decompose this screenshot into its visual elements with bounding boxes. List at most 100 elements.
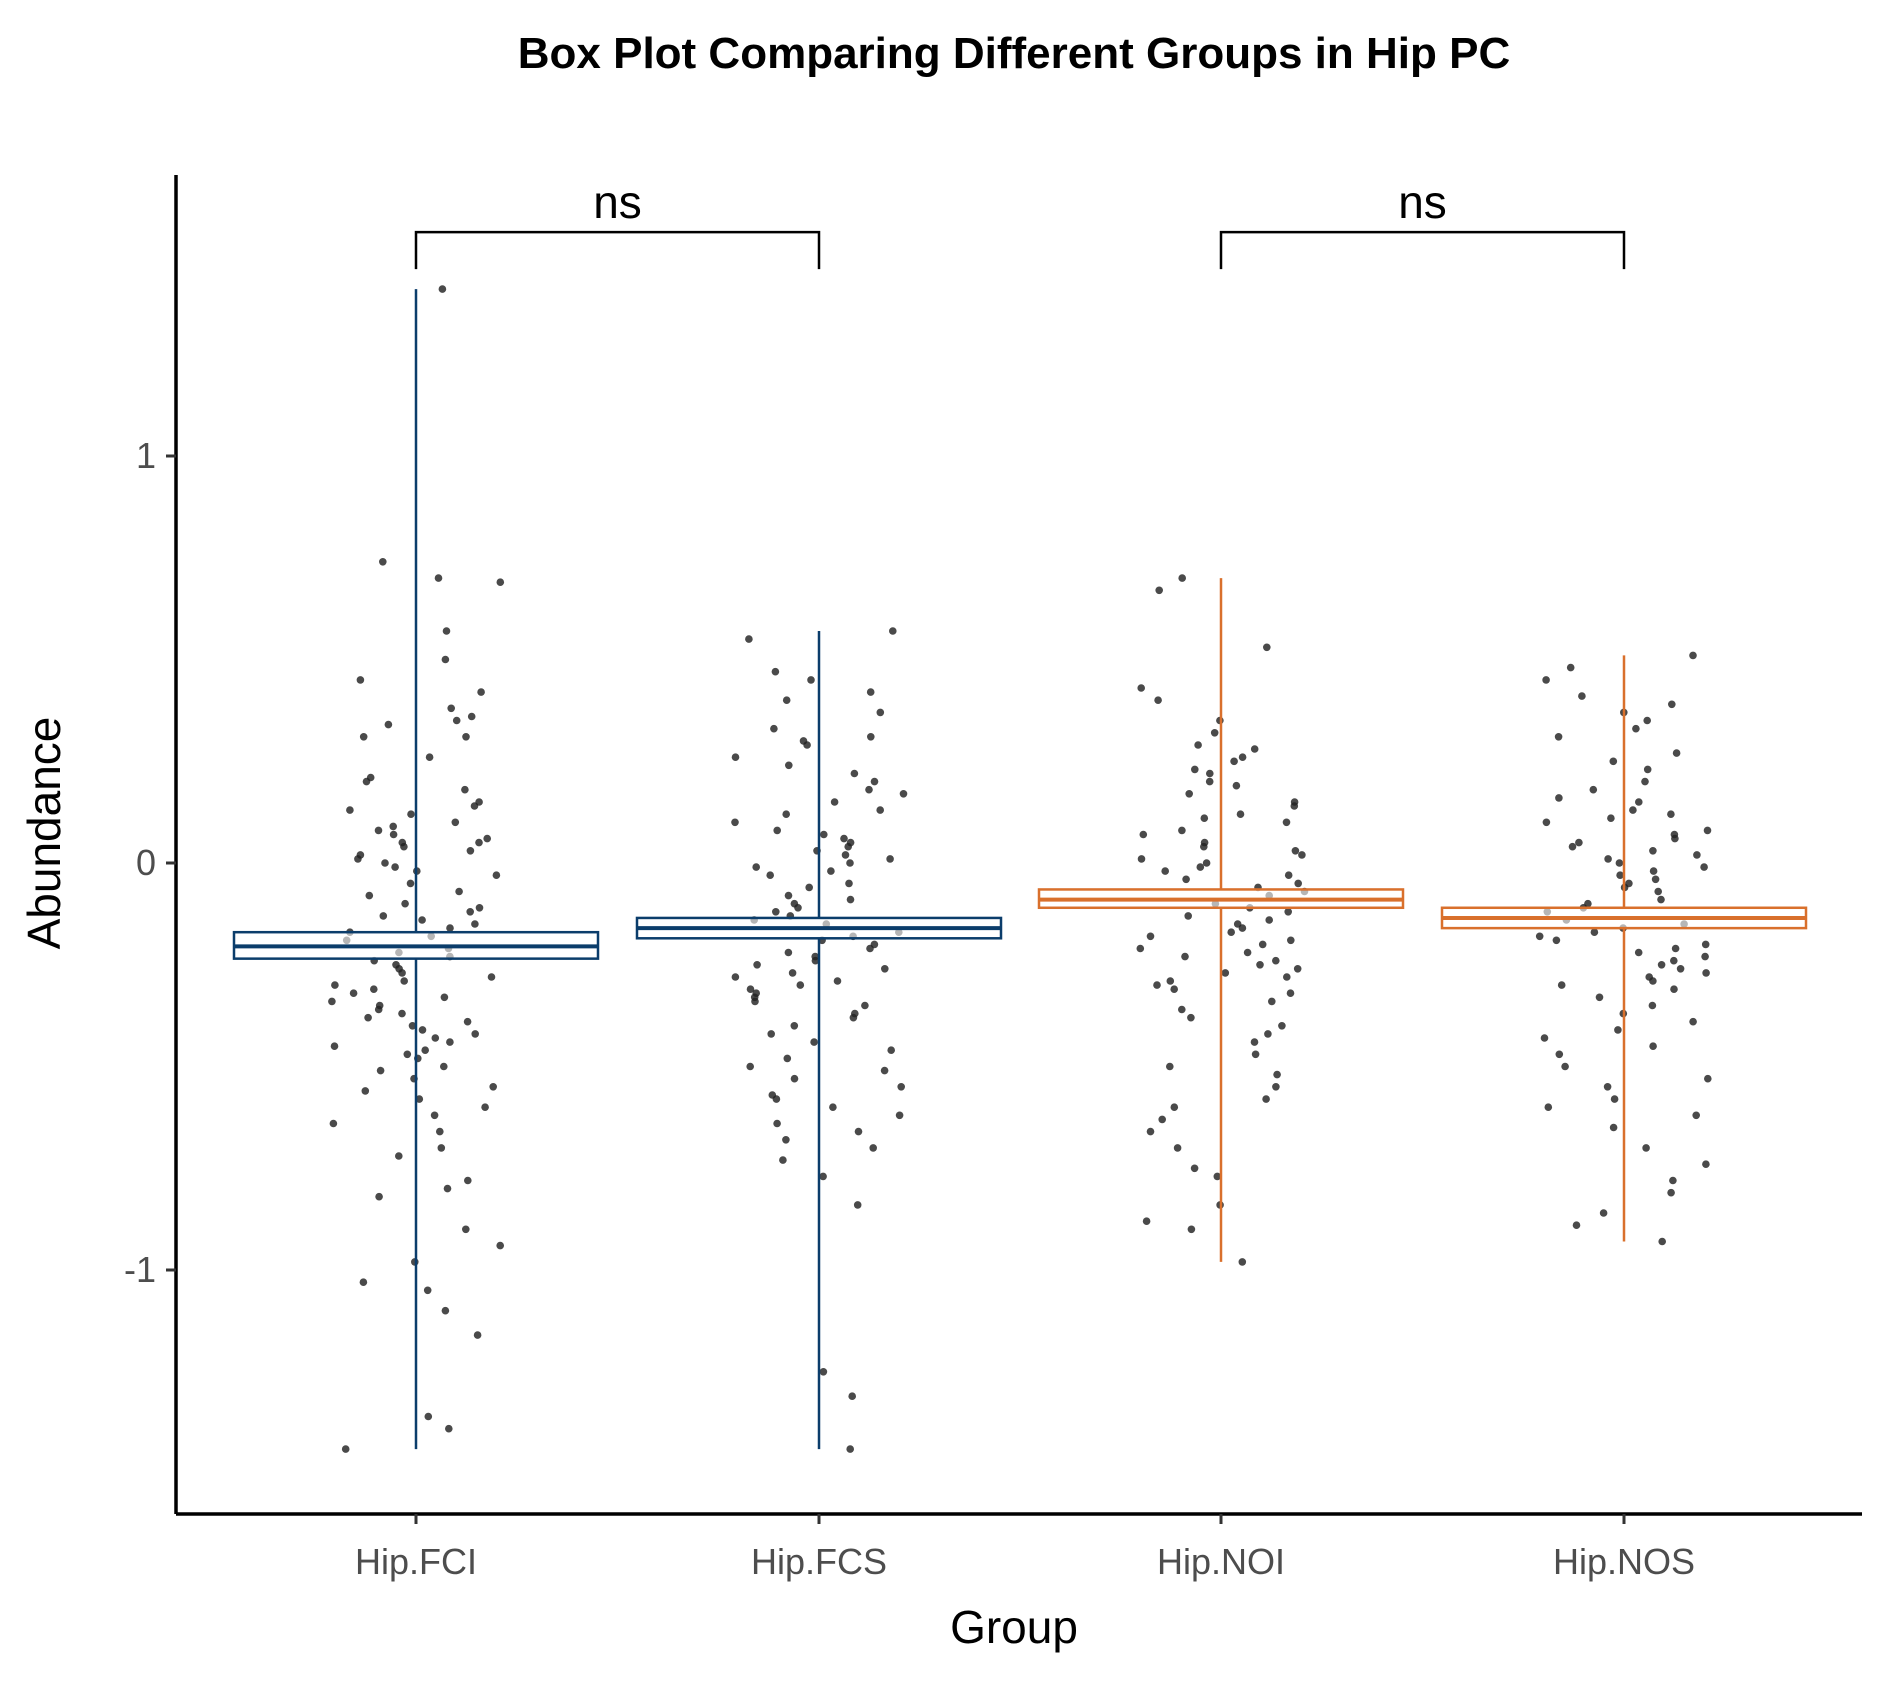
data-point bbox=[1137, 684, 1145, 692]
data-point bbox=[1221, 969, 1230, 977]
data-point bbox=[782, 810, 790, 818]
data-point bbox=[869, 1144, 877, 1152]
data-point bbox=[1572, 1221, 1581, 1229]
data-point bbox=[731, 818, 739, 827]
data-point bbox=[876, 708, 885, 717]
x-tick-label: Hip.NOS bbox=[1553, 1541, 1695, 1582]
data-point bbox=[1535, 932, 1544, 941]
data-point bbox=[1258, 940, 1267, 949]
data-point bbox=[418, 916, 426, 924]
data-point bbox=[811, 956, 820, 965]
data-point bbox=[1651, 875, 1660, 884]
data-point bbox=[1238, 753, 1247, 761]
data-point bbox=[1136, 944, 1145, 953]
data-point bbox=[1232, 781, 1241, 790]
data-point bbox=[1287, 936, 1295, 945]
data-point bbox=[470, 802, 479, 810]
data-point bbox=[1139, 830, 1148, 839]
data-point bbox=[431, 1034, 440, 1042]
data-point bbox=[364, 1013, 372, 1022]
data-point bbox=[899, 790, 908, 798]
data-point bbox=[447, 704, 456, 713]
data-point bbox=[1202, 859, 1211, 867]
data-point bbox=[1238, 924, 1247, 932]
data-point bbox=[446, 924, 454, 932]
data-point bbox=[854, 1127, 863, 1136]
data-point bbox=[1704, 1074, 1712, 1083]
data-point bbox=[1701, 952, 1709, 961]
data-point bbox=[1185, 790, 1193, 798]
data-point bbox=[403, 1050, 412, 1059]
data-point bbox=[1272, 956, 1280, 965]
data-point bbox=[442, 627, 451, 635]
data-point bbox=[833, 977, 842, 985]
data-point bbox=[1578, 692, 1586, 700]
data-point bbox=[819, 1172, 827, 1181]
data-point bbox=[384, 720, 393, 729]
data-point bbox=[406, 879, 415, 888]
data-point bbox=[496, 578, 505, 586]
data-point bbox=[445, 1424, 453, 1433]
x-tick-label: Hip.FCI bbox=[355, 1541, 477, 1582]
data-point bbox=[462, 1225, 470, 1234]
data-point bbox=[1294, 879, 1302, 888]
data-point bbox=[1273, 1070, 1281, 1079]
data-point bbox=[1170, 1103, 1179, 1111]
data-point bbox=[354, 855, 362, 863]
data-point bbox=[389, 830, 398, 839]
data-point bbox=[421, 1046, 430, 1054]
data-point bbox=[463, 1017, 472, 1026]
data-point bbox=[452, 716, 461, 725]
data-point bbox=[1643, 716, 1651, 725]
data-point bbox=[829, 1103, 837, 1111]
data-point bbox=[803, 741, 811, 749]
data-point bbox=[1657, 961, 1666, 969]
data-point bbox=[766, 871, 774, 879]
data-point bbox=[398, 969, 406, 977]
data-point bbox=[462, 733, 470, 741]
data-point bbox=[1671, 944, 1680, 953]
data-point bbox=[840, 834, 848, 843]
data-point bbox=[865, 785, 873, 794]
data-point bbox=[359, 1278, 368, 1286]
data-point bbox=[1250, 745, 1259, 753]
data-point bbox=[492, 871, 501, 879]
data-point bbox=[430, 1111, 439, 1120]
data-point bbox=[477, 688, 485, 696]
data-point bbox=[1264, 1030, 1272, 1038]
data-point bbox=[1284, 908, 1292, 916]
data-point bbox=[853, 1201, 862, 1209]
data-point bbox=[782, 696, 791, 704]
data-point bbox=[466, 847, 475, 855]
x-tick-label: Hip.FCS bbox=[751, 1541, 887, 1582]
data-point bbox=[1703, 826, 1712, 835]
data-point bbox=[846, 859, 854, 867]
data-point bbox=[887, 1046, 895, 1054]
significance-label: ns bbox=[593, 176, 642, 228]
data-point bbox=[784, 891, 793, 900]
data-point bbox=[1213, 1172, 1222, 1181]
data-point bbox=[473, 1331, 482, 1339]
data-point bbox=[1158, 1115, 1166, 1124]
data-point bbox=[1689, 651, 1697, 660]
data-point bbox=[805, 883, 813, 892]
data-point bbox=[895, 1111, 904, 1120]
data-point bbox=[751, 997, 759, 1006]
data-point bbox=[1701, 940, 1710, 949]
data-point bbox=[1166, 1062, 1174, 1071]
data-point bbox=[436, 1127, 444, 1136]
chart-title: Box Plot Comparing Different Groups in H… bbox=[518, 29, 1510, 78]
data-point bbox=[1599, 1209, 1608, 1217]
data-point bbox=[1552, 936, 1561, 945]
data-point bbox=[1649, 977, 1657, 985]
data-point bbox=[782, 1136, 790, 1144]
data-point bbox=[1200, 842, 1208, 851]
data-point bbox=[471, 920, 479, 928]
data-point bbox=[841, 851, 850, 859]
data-point bbox=[418, 1026, 427, 1034]
data-point bbox=[794, 904, 802, 912]
data-point bbox=[807, 676, 815, 684]
data-point bbox=[1555, 794, 1563, 802]
data-point bbox=[1155, 586, 1163, 595]
data-point bbox=[440, 1062, 448, 1071]
